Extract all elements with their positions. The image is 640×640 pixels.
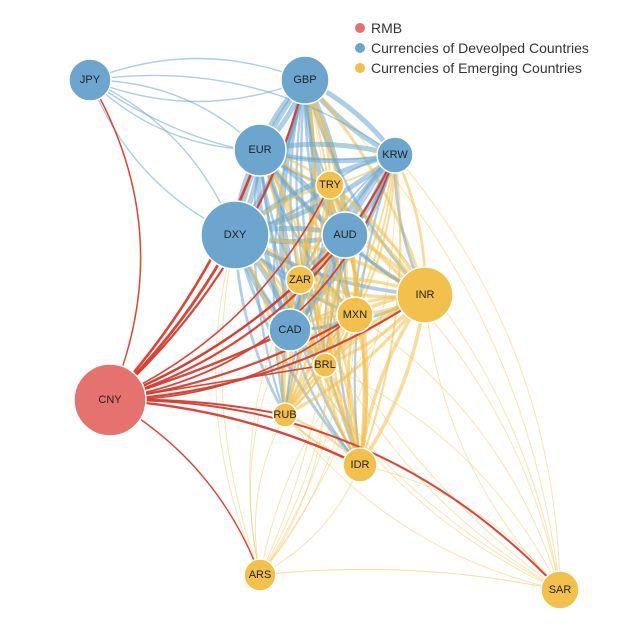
edge bbox=[260, 150, 560, 590]
node-label: CAD bbox=[278, 324, 301, 336]
node-label: SAR bbox=[549, 584, 572, 596]
legend-swatch bbox=[355, 63, 365, 73]
legend-label: Currencies of Deveolped Countries bbox=[371, 38, 589, 58]
node-label: JPY bbox=[80, 74, 101, 86]
edge bbox=[355, 315, 560, 590]
legend-item: Currencies of Deveolped Countries bbox=[355, 38, 589, 58]
node-label: MXN bbox=[343, 309, 368, 321]
edges-layer bbox=[90, 59, 560, 591]
node-label: TRY bbox=[319, 179, 341, 191]
node-label: BRL bbox=[314, 359, 335, 371]
legend-item: RMB bbox=[355, 18, 589, 38]
edge-rmb bbox=[90, 80, 141, 400]
node-label: GBP bbox=[293, 74, 316, 86]
legend-label: RMB bbox=[371, 18, 402, 38]
node-label: ZAR bbox=[289, 274, 311, 286]
legend-item: Currencies of Emerging Countries bbox=[355, 58, 589, 78]
edge bbox=[425, 295, 560, 590]
legend-swatch bbox=[355, 43, 365, 53]
edge-rmb bbox=[110, 400, 560, 590]
legend-label: Currencies of Emerging Countries bbox=[371, 58, 582, 78]
currency-network-graph: CNY JPY GBP EUR KRW DXY AUD CAD TRY ZAR MXN INR BRL R… bbox=[0, 0, 640, 640]
node-label: AUD bbox=[333, 229, 356, 241]
edge bbox=[260, 569, 560, 590]
node-label: KRW bbox=[382, 149, 408, 161]
legend-swatch bbox=[355, 23, 365, 33]
node-label: CNY bbox=[98, 394, 122, 406]
node-label: IDR bbox=[351, 459, 370, 471]
node-label: INR bbox=[416, 289, 435, 301]
edge bbox=[90, 80, 305, 102]
legend: RMBCurrencies of Deveolped CountriesCurr… bbox=[355, 18, 589, 78]
node-label: ARS bbox=[249, 569, 272, 581]
node-label: DXY bbox=[224, 229, 247, 241]
node-label: RUB bbox=[273, 409, 296, 421]
node-label: EUR bbox=[248, 144, 271, 156]
